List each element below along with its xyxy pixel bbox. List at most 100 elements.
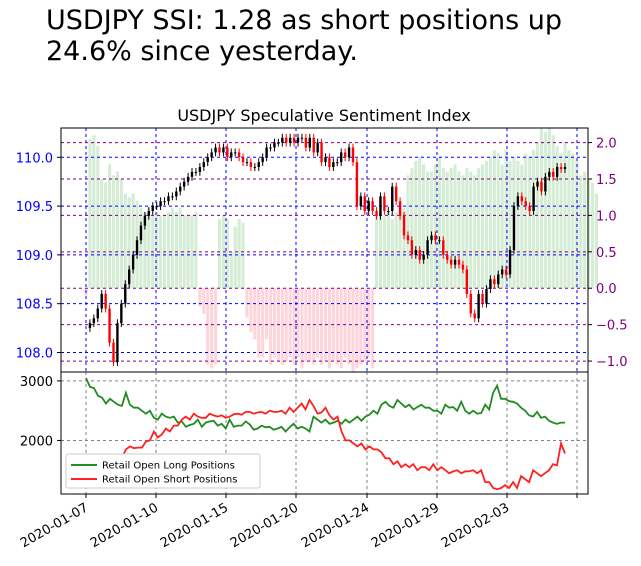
- price-candle: [347, 147, 351, 158]
- right-tick-label: 1.5: [596, 173, 617, 188]
- price-candle: [422, 254, 425, 260]
- sentiment-bar: [119, 178, 123, 289]
- top-chart-title: USDJPY Speculative Sentiment Index: [177, 106, 470, 125]
- price-candle: [198, 167, 202, 172]
- sentiment-bar: [233, 226, 237, 289]
- price-candle: [241, 157, 245, 163]
- price-candle: [261, 157, 264, 163]
- sentiment-bar: [284, 288, 288, 362]
- price-candle: [226, 147, 229, 158]
- price-candle: [410, 240, 414, 255]
- price-candle: [277, 142, 280, 144]
- price-candle: [308, 137, 311, 148]
- sentiment-bar: [213, 288, 218, 365]
- price-candle: [367, 201, 370, 211]
- price-candle: [171, 196, 174, 198]
- sentiment-bar: [253, 288, 257, 340]
- x-tick-label: 2020-01-10: [88, 500, 161, 551]
- price-candle: [461, 264, 465, 270]
- price-candle: [210, 152, 213, 158]
- sentiment-bar: [115, 171, 119, 289]
- price-candle: [414, 250, 418, 255]
- x-tick-label: 2020-01-20: [228, 500, 301, 551]
- sentiment-bar: [363, 288, 367, 362]
- price-candle: [233, 152, 237, 154]
- sentiment-bar: [586, 178, 591, 289]
- sentiment-bar: [257, 288, 261, 358]
- price-candle: [249, 162, 253, 168]
- sentiment-bar: [182, 215, 186, 289]
- x-tick-label: 2020-01-29: [369, 500, 442, 551]
- price-candle: [332, 162, 335, 168]
- sentiment-bar: [241, 222, 245, 289]
- sentiment-bar: [210, 288, 214, 369]
- left-axis-ticks: 108.0 108.5 109.0 109.5 110.0: [16, 151, 61, 361]
- chart-headline: USDJPY SSI: 1.28 as short positions up 2…: [46, 5, 563, 67]
- sentiment-bar: [382, 215, 386, 289]
- price-candle: [328, 157, 331, 168]
- price-candle: [559, 167, 563, 169]
- price-candle: [127, 269, 131, 285]
- sentiment-bar: [335, 288, 339, 365]
- price-candle: [116, 323, 119, 363]
- left-tick-label: 109.0: [16, 249, 53, 264]
- sentiment-bar: [465, 168, 469, 289]
- price-candles-layer: [88, 133, 567, 367]
- price-candle: [375, 210, 378, 216]
- price-candle: [406, 235, 410, 241]
- price-candle: [92, 318, 96, 324]
- sentiment-bar: [394, 211, 398, 289]
- legend-box: [65, 453, 261, 489]
- price-candle: [88, 323, 92, 329]
- sentiment-bar: [402, 208, 406, 289]
- price-candle: [124, 284, 127, 304]
- sentiment-bar: [594, 193, 598, 289]
- price-candle: [446, 254, 449, 260]
- sentiment-bar: [206, 288, 210, 365]
- sentiment-bar: [123, 193, 127, 289]
- price-candle: [143, 215, 147, 226]
- price-candle: [135, 240, 139, 255]
- sentiment-bar: [445, 171, 449, 289]
- positions-lines-layer: [85, 377, 566, 491]
- sentiment-bar: [280, 288, 284, 365]
- price-candle: [453, 259, 457, 265]
- sentiment-bar: [194, 211, 198, 289]
- price-candle: [300, 137, 304, 139]
- sentiment-bar: [418, 157, 422, 289]
- price-candle: [340, 152, 343, 163]
- sentiment-bar: [249, 288, 253, 332]
- price-candle: [112, 342, 115, 363]
- price-candle: [426, 240, 429, 255]
- price-candle: [497, 274, 500, 285]
- x-tick-label: 2020-02-03: [439, 500, 512, 551]
- right-axis-ticks: −1.0 −0.5 0.0 0.5 1.0 1.5 2.0: [588, 137, 628, 370]
- sentiment-bar: [453, 164, 457, 289]
- sentiment-bar: [190, 215, 194, 289]
- right-tick-label: −1.0: [596, 355, 628, 370]
- price-candle: [457, 259, 461, 265]
- positions-series-line: [85, 398, 566, 491]
- sentiment-bar: [166, 211, 171, 289]
- sentiment-bar: [492, 149, 496, 289]
- sentiment-bar: [225, 219, 229, 289]
- price-candle: [563, 167, 567, 169]
- price-candle: [285, 137, 288, 143]
- sentiment-bar: [477, 168, 481, 289]
- price-candle: [245, 162, 249, 164]
- sentiment-bar: [457, 171, 461, 289]
- price-candle: [159, 201, 162, 207]
- sentiment-bar: [296, 288, 300, 358]
- sentiment-bar: [547, 128, 551, 289]
- sentiment-bar: [528, 157, 532, 289]
- sentiment-bar: [583, 171, 587, 289]
- sentiment-bar: [469, 171, 473, 289]
- sentiment-bar: [571, 153, 575, 289]
- sentiment-bar: [92, 135, 96, 289]
- sentiment-bar: [579, 175, 583, 289]
- positions-series-line: [85, 377, 565, 434]
- sentiment-bar: [217, 219, 222, 289]
- sentiment-bar: [367, 288, 371, 358]
- price-candle: [265, 147, 268, 158]
- price-candle: [237, 152, 241, 158]
